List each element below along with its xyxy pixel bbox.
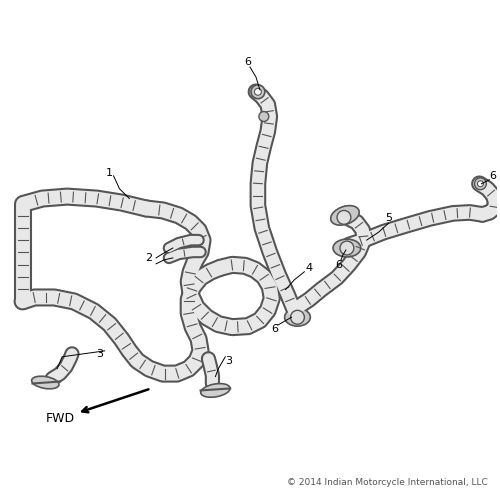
Text: 6: 6 <box>271 324 278 334</box>
Text: 5: 5 <box>385 214 392 224</box>
Text: 1: 1 <box>106 168 113 178</box>
Circle shape <box>251 85 265 98</box>
Text: 6: 6 <box>489 171 496 181</box>
Circle shape <box>340 241 354 255</box>
Text: 6: 6 <box>336 260 342 270</box>
Circle shape <box>259 112 269 122</box>
Ellipse shape <box>284 308 310 326</box>
Text: FWD: FWD <box>46 412 74 424</box>
Text: © 2014 Indian Motorcycle International, LLC: © 2014 Indian Motorcycle International, … <box>286 478 488 488</box>
Circle shape <box>337 210 351 224</box>
Circle shape <box>478 181 484 186</box>
Ellipse shape <box>200 384 230 398</box>
Ellipse shape <box>333 239 361 257</box>
Text: 3: 3 <box>96 349 103 359</box>
Circle shape <box>290 310 304 324</box>
Ellipse shape <box>330 206 359 225</box>
Ellipse shape <box>32 376 59 389</box>
Text: 2: 2 <box>146 253 152 263</box>
Circle shape <box>254 88 262 95</box>
Text: 3: 3 <box>224 356 232 366</box>
Text: 6: 6 <box>244 57 252 67</box>
Circle shape <box>474 178 486 190</box>
Text: 4: 4 <box>306 263 313 273</box>
